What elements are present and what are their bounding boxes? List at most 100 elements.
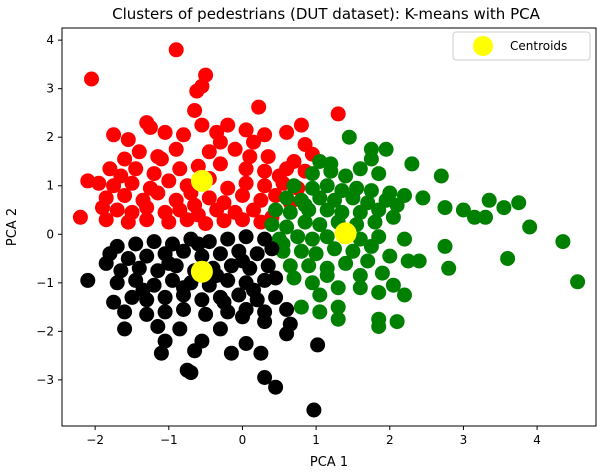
cluster-2-point	[478, 209, 493, 225]
cluster-2-point	[290, 229, 306, 245]
cluster-3-point	[165, 272, 180, 288]
cluster-3-point	[194, 248, 210, 264]
cluster-1-point	[187, 103, 203, 118]
cluster-2-point	[371, 285, 387, 300]
cluster-2-point	[382, 248, 398, 264]
cluster-1-point	[242, 149, 258, 165]
cluster-2-point	[286, 270, 302, 286]
cluster-1-point	[238, 161, 254, 177]
cluster-3-point	[306, 402, 322, 418]
cluster-2-point	[330, 280, 346, 296]
cluster-1-point	[194, 117, 210, 133]
y-tick-label: 2	[46, 130, 54, 144]
cluster-1-point	[84, 71, 99, 87]
cluster-3-point	[257, 314, 273, 330]
cluster-2-point	[319, 229, 335, 245]
cluster-1-point	[189, 83, 205, 99]
cluster-3-point	[264, 241, 280, 257]
cluster-2-point	[441, 260, 457, 276]
cluster-2-point	[352, 161, 368, 177]
cluster-1-point	[257, 127, 273, 143]
cluster-3-point	[157, 333, 173, 349]
cluster-2-point	[367, 214, 383, 230]
cluster-3-point	[238, 336, 254, 351]
x-axis: −2 −1 0 1 2 3 4	[86, 426, 541, 447]
cluster-2-point	[371, 319, 387, 334]
cluster-2-point	[297, 197, 313, 213]
cluster-3-point	[246, 282, 261, 298]
cluster-3-point	[113, 263, 129, 279]
cluster-3-point	[212, 321, 228, 337]
cluster-1-point	[238, 122, 254, 138]
cluster-2-point	[304, 275, 320, 291]
cluster-1-point	[238, 175, 254, 191]
cluster-2-point	[496, 200, 512, 216]
cluster-2-point	[282, 204, 298, 220]
cluster-1-point	[220, 117, 236, 133]
cluster-1-point	[212, 156, 228, 172]
cluster-2-point	[360, 253, 376, 269]
cluster-2-point	[363, 183, 379, 199]
centroid-point	[190, 169, 213, 192]
cluster-2-point	[374, 265, 390, 281]
cluster-1-point	[201, 190, 217, 206]
cluster-1-point	[220, 180, 236, 196]
y-tick-label: 1	[46, 179, 54, 193]
cluster-3-point	[135, 282, 151, 298]
y-tick-label: 3	[46, 82, 54, 96]
cluster-1-point	[260, 149, 276, 165]
cluster-2-point	[304, 231, 320, 247]
cluster-1-point	[91, 175, 107, 191]
cluster-1-point	[161, 173, 177, 189]
y-axis-label: PCA 2	[5, 208, 20, 246]
cluster-1-point	[201, 144, 217, 160]
cluster-3-point	[282, 316, 298, 332]
cluster-2-point	[570, 274, 586, 290]
cluster-2-point	[279, 219, 295, 235]
cluster-1-point	[257, 178, 273, 194]
cluster-2-point	[330, 311, 346, 327]
cluster-1-point	[139, 200, 155, 216]
cluster-3-point	[198, 306, 214, 322]
cluster-3-point	[194, 292, 210, 308]
cluster-2-point	[304, 166, 320, 182]
cluster-2-point	[301, 258, 317, 274]
y-tick-label: −1	[36, 276, 54, 290]
cluster-3-point	[117, 321, 133, 337]
cluster-3-point	[146, 234, 162, 250]
cluster-3-point	[161, 255, 177, 271]
cluster-1-point	[117, 188, 133, 203]
legend-centroid-marker	[473, 36, 493, 56]
cluster-2-point	[404, 156, 420, 172]
cluster-2-point	[437, 200, 453, 216]
cluster-1-point	[157, 124, 173, 140]
cluster-2-point	[319, 268, 335, 283]
cluster-2-point	[397, 287, 412, 303]
cluster-2-point	[282, 258, 298, 274]
cluster-1-point	[246, 202, 261, 218]
cluster-3-point	[187, 343, 203, 359]
cluster-1-point	[176, 127, 191, 143]
legend-label-centroids: Centroids	[510, 39, 567, 53]
cluster-3-point	[176, 280, 191, 296]
cluster-2-point	[312, 304, 328, 320]
y-tick-label: 0	[46, 227, 54, 241]
cluster-3-point	[80, 272, 96, 288]
cluster-1-point	[153, 151, 169, 167]
cluster-3-point	[279, 302, 295, 317]
cluster-2-point	[511, 195, 527, 211]
cluster-3-point	[153, 345, 169, 361]
cluster-3-point	[183, 365, 199, 381]
centroid-point	[334, 222, 357, 245]
cluster-2-point	[455, 202, 471, 218]
cluster-2-point	[389, 314, 405, 330]
cluster-3-point	[212, 246, 228, 262]
cluster-2-point	[481, 192, 497, 208]
cluster-1-point	[179, 212, 195, 228]
cluster-3-point	[124, 289, 140, 305]
cluster-3-point	[150, 263, 166, 279]
cluster-2-point	[385, 209, 401, 225]
cluster-1-point	[146, 166, 162, 182]
cluster-2-point	[308, 246, 324, 262]
